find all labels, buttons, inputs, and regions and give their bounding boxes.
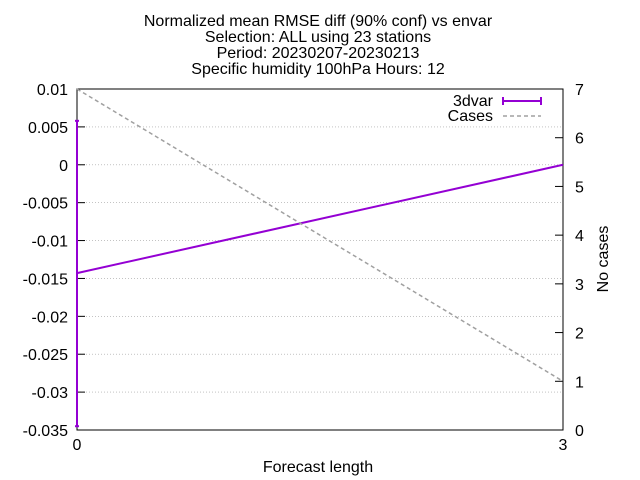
legend: 3dvar Cases [448, 93, 542, 125]
y-tick-label: -0.01 [32, 234, 69, 251]
series-3dvar-line [76, 163, 564, 275]
y2-axis-ticks: 7 6 5 4 3 2 1 0 [555, 82, 584, 440]
cases-line [76, 88, 564, 382]
y-tick-label: -0.02 [32, 309, 69, 326]
chart-title: Normalized mean RMSE diff (90% conf) vs … [144, 13, 493, 78]
series [75, 88, 564, 428]
legend-label-3dvar: 3dvar [453, 93, 494, 110]
title-line-2: Selection: ALL using 23 stations [205, 29, 431, 46]
x-tick-label: 3 [559, 437, 568, 454]
x-axis-label: Forecast length [263, 459, 373, 476]
y-tick-label: -0.005 [23, 196, 68, 213]
plot-border [76, 88, 564, 431]
legend-label-cases: Cases [448, 108, 493, 125]
y2-tick-label: 2 [575, 326, 584, 343]
y-tick-label: -0.025 [23, 347, 68, 364]
grid [77, 126, 563, 393]
y2-tick-label: 7 [575, 82, 584, 99]
title-line-1: Normalized mean RMSE diff (90% conf) vs … [144, 13, 493, 30]
x-tick-label: 0 [73, 437, 82, 454]
y-tick-label: -0.03 [32, 385, 69, 402]
y2-tick-label: 0 [575, 423, 584, 440]
legend-sample-3dvar [502, 97, 542, 105]
y-tick-label: -0.035 [23, 423, 68, 440]
y2-tick-label: 5 [575, 179, 584, 196]
y2-tick-label: 3 [575, 277, 584, 294]
y2-tick-label: 1 [575, 374, 584, 391]
title-line-4: Specific humidity 100hPa Hours: 12 [191, 61, 445, 78]
y-tick-label: 0.01 [37, 82, 68, 99]
y2-tick-label: 4 [575, 228, 584, 245]
y2-axis-label: No cases [595, 226, 612, 293]
y-tick-label: -0.015 [23, 271, 68, 288]
y-axis-ticks: 0.01 0.005 0 -0.005 -0.01 -0.015 -0.02 -0.025 -0… [23, 82, 85, 440]
y2-tick-label: 6 [575, 131, 584, 148]
title-line-3: Period: 20230207-20230213 [217, 45, 420, 62]
y-tick-label: 0 [59, 158, 68, 175]
y-tick-label: 0.005 [28, 120, 68, 137]
